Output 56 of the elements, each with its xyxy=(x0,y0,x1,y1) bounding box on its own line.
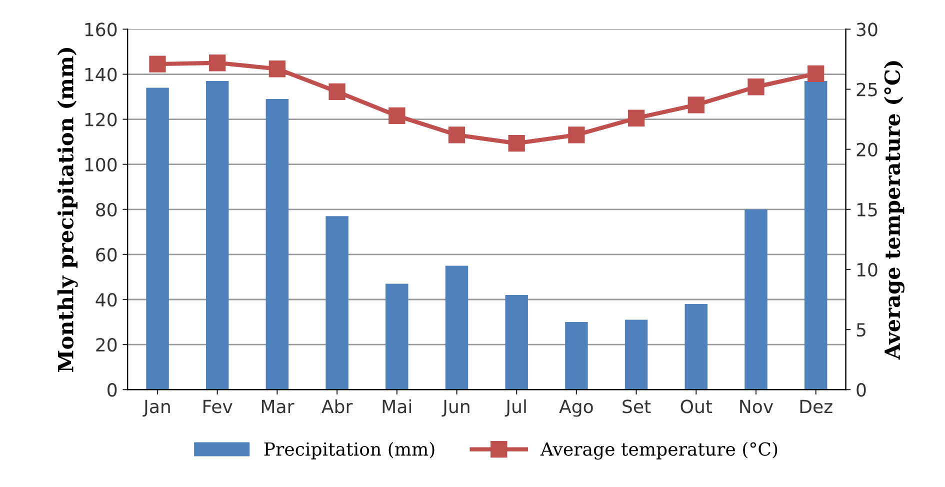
point xyxy=(508,135,525,152)
y-tick-label: 120 xyxy=(85,112,117,126)
x-tick-label: Abr xyxy=(322,399,353,414)
point xyxy=(268,60,286,78)
legend-label: Average temperature (°C) xyxy=(540,442,778,460)
x-tick-label: Dez xyxy=(800,400,832,414)
y-tick-label: 100 xyxy=(85,158,117,172)
point xyxy=(568,126,585,144)
y2-tick-label: 0 xyxy=(856,383,866,397)
point xyxy=(808,65,824,82)
y2-tick-label: 15 xyxy=(857,203,877,217)
point xyxy=(448,126,466,144)
bar xyxy=(744,209,768,390)
point xyxy=(149,56,166,72)
y2-tick-label: 20 xyxy=(856,142,878,156)
y-tick-label: 140 xyxy=(85,68,117,82)
y2-axis-title: Average temperature (°C) xyxy=(884,61,904,360)
bar xyxy=(445,266,468,390)
y-tick-label: 0 xyxy=(108,383,117,397)
bar xyxy=(624,320,648,390)
x-tick-label: Set xyxy=(622,400,651,414)
x-tick-label: Out xyxy=(680,400,712,414)
point xyxy=(209,54,226,72)
x-tick-label: Mai xyxy=(382,399,412,414)
x-tick-label: Jun xyxy=(442,400,470,417)
y-tick-label: 80 xyxy=(96,202,117,217)
y2-tick-label: 25 xyxy=(856,82,877,96)
point xyxy=(748,78,764,96)
y-tick-label: 40 xyxy=(96,292,117,307)
bar xyxy=(266,99,289,390)
y-axis-title: Monthly precipitation (mm) xyxy=(57,48,78,372)
bar xyxy=(326,216,348,390)
y2-tick-label: 5 xyxy=(856,323,866,337)
bar xyxy=(206,81,229,390)
legend-label: Precipitation (mm) xyxy=(264,442,434,460)
x-tick-label: Nov xyxy=(740,400,774,414)
y-tick-label: 20 xyxy=(96,338,117,352)
bar xyxy=(565,322,588,390)
x-tick-label: Jul xyxy=(504,399,526,417)
point xyxy=(628,110,645,126)
bar xyxy=(386,284,408,390)
x-tick-label: Mar xyxy=(262,400,294,414)
point xyxy=(688,96,704,114)
point xyxy=(328,83,346,100)
x-tick-label: Fev xyxy=(204,400,232,414)
bar xyxy=(146,88,169,390)
bar xyxy=(684,304,708,390)
x-tick-label: Ago xyxy=(559,400,593,417)
y-tick-label: 160 xyxy=(85,22,117,36)
bar xyxy=(505,295,528,390)
y2-tick-label: 30 xyxy=(856,22,878,36)
x-tick-label: Jan xyxy=(142,400,170,417)
y2-tick-label: 10 xyxy=(857,262,878,277)
bar xyxy=(804,81,828,390)
y-tick-label: 60 xyxy=(96,248,117,262)
point xyxy=(388,107,406,124)
